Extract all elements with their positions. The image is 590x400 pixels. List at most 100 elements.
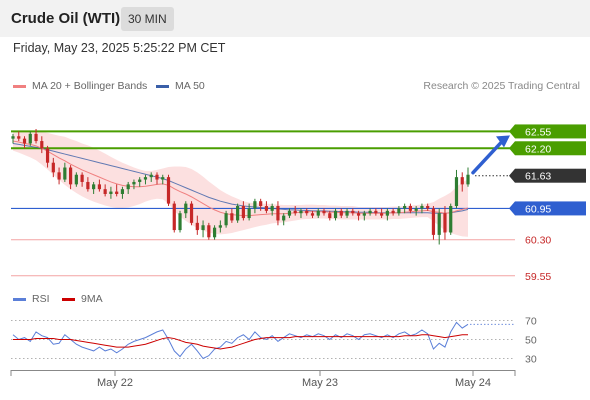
- candle-body: [322, 210, 326, 214]
- candle-body: [276, 206, 280, 221]
- candle-body: [328, 213, 332, 219]
- candle-body: [466, 174, 470, 185]
- rsi-tick-30: 30: [525, 354, 537, 366]
- level-label-61.63: 61.63: [525, 171, 551, 183]
- candle-body: [403, 206, 407, 209]
- candle-body: [207, 225, 211, 238]
- instrument-title: Crude Oil (WTI): [11, 10, 121, 27]
- candle-body: [351, 210, 355, 214]
- level-tag-62.55: [515, 124, 586, 139]
- candle-body: [253, 201, 257, 209]
- candle-body: [247, 208, 251, 219]
- legend-ma20-label: MA 20 + Bollinger Bands: [32, 80, 148, 92]
- candle-body: [374, 210, 378, 214]
- candle-body: [270, 206, 274, 211]
- candle-body: [339, 210, 343, 216]
- candle-body: [68, 167, 73, 185]
- projection-arrow-head: [496, 135, 510, 148]
- candle-body: [443, 213, 447, 233]
- level-label-60.30: 60.30: [525, 235, 551, 247]
- bollinger-band: [13, 131, 468, 237]
- timestamp: Friday, May 23, 2025 5:25:22 PM CET: [13, 41, 226, 55]
- legend-9ma-swatch: [62, 297, 75, 301]
- legend-ma20: MA 20 + Bollinger Bands: [13, 80, 147, 92]
- x-tick-label-2: May 24: [455, 377, 491, 389]
- candle-body: [178, 213, 182, 231]
- legend-rsi: RSI: [13, 293, 50, 305]
- candle-body: [92, 184, 96, 190]
- candle-body: [34, 133, 38, 142]
- candle-body: [408, 206, 413, 211]
- legend-9ma-label: 9MA: [81, 293, 103, 305]
- candle-body: [431, 208, 436, 235]
- candle-body: [45, 148, 50, 163]
- x-tick-label-0: May 22: [97, 377, 133, 389]
- candle-body: [426, 206, 430, 209]
- candle-body: [293, 210, 297, 214]
- candle-body: [362, 213, 366, 216]
- candle-body: [132, 181, 136, 185]
- candle-body: [155, 174, 159, 180]
- candle-body: [120, 189, 125, 194]
- level-tag-pointer-62.20: [509, 141, 515, 156]
- candle-body: [138, 179, 142, 182]
- candle-body: [420, 206, 424, 209]
- level-tag-pointer-62.55: [509, 124, 515, 139]
- candle-body: [287, 210, 292, 216]
- rsi-tick-50: 50: [525, 335, 537, 347]
- candle-body: [189, 203, 194, 223]
- candle-body: [74, 174, 78, 185]
- level-label-59.55: 59.55: [525, 271, 551, 283]
- level-tag-62.20: [515, 141, 586, 156]
- candle-body: [310, 213, 315, 216]
- candle-body: [201, 225, 205, 231]
- candle-body: [299, 210, 303, 214]
- candle-body: [149, 174, 153, 178]
- candle-body: [305, 210, 309, 214]
- header-bar: Crude Oil (WTI) 30 MIN: [0, 0, 590, 37]
- level-label-62.20: 62.20: [525, 143, 551, 155]
- candle-body: [28, 133, 32, 144]
- interval-button[interactable]: 30 MIN: [121, 7, 174, 31]
- candle-body: [316, 210, 320, 216]
- legend-9ma: 9MA: [62, 293, 103, 305]
- rsi-line: [12, 321, 469, 360]
- candle-body: [356, 213, 361, 216]
- level-tag-pointer-61.63: [509, 168, 515, 183]
- candle-body: [385, 210, 389, 216]
- candle-body: [161, 177, 165, 180]
- candle-body: [80, 174, 84, 182]
- candle-body: [195, 222, 199, 231]
- candle-body: [126, 184, 130, 190]
- candle-body: [259, 201, 263, 207]
- candle-body: [282, 215, 286, 221]
- candle-body: [380, 213, 384, 216]
- projection-arrow-shaft: [471, 138, 505, 175]
- candle-body: [172, 203, 176, 231]
- candle-body: [63, 167, 67, 180]
- legend-ma20-swatch: [13, 84, 26, 88]
- candle-body: [22, 138, 27, 144]
- candle-body: [264, 206, 269, 211]
- candle-body: [345, 210, 349, 216]
- candle-body: [460, 177, 464, 185]
- rsi-tick-70: 70: [525, 316, 537, 328]
- level-tag-60.95: [515, 201, 586, 216]
- candle-body: [40, 141, 44, 149]
- rsi-9ma-line: [13, 334, 468, 350]
- legend-ma50-label: MA 50: [175, 80, 205, 92]
- legend-rsi-label: RSI: [32, 293, 50, 305]
- candle-body: [391, 210, 395, 214]
- candle-body: [449, 206, 453, 233]
- candle-body: [184, 203, 188, 214]
- x-tick-label-1: May 23: [302, 377, 338, 389]
- candle-body: [86, 181, 90, 190]
- candle-body: [230, 213, 234, 221]
- candle-body: [454, 177, 459, 207]
- candle-body: [414, 208, 418, 211]
- candle-body: [218, 225, 222, 228]
- candle-body: [109, 191, 113, 194]
- candle-body: [397, 208, 401, 214]
- candle-body: [241, 206, 245, 219]
